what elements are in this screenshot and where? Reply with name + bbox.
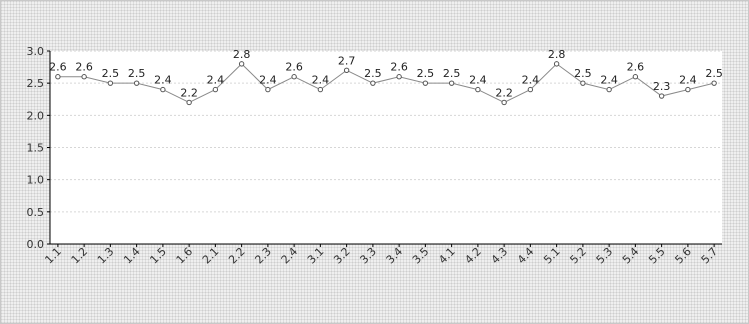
data-label: 2.5 xyxy=(574,67,592,80)
data-point xyxy=(291,74,297,80)
data-point xyxy=(422,80,429,86)
data-label: 2.5 xyxy=(705,67,723,80)
data-point xyxy=(553,61,560,67)
series xyxy=(55,61,717,106)
data-point xyxy=(685,86,691,93)
data-label: 2.6 xyxy=(75,61,93,74)
data-point xyxy=(55,74,61,80)
data-point xyxy=(632,74,639,80)
data-label: 2.5 xyxy=(364,67,382,80)
x-tick-labels: 1.1 1.2 1.3 1.4 1.5 1.6 2.1 2.2 2.3 2.4 3.1 3.2 3.3 3… xyxy=(42,244,720,266)
data-point xyxy=(343,67,350,74)
data-point xyxy=(711,80,717,86)
y-tick-label: 0.0 xyxy=(27,238,45,251)
series-line xyxy=(57,63,715,104)
data-label: 2.4 xyxy=(679,74,697,87)
x-tick-label: 5.4 xyxy=(620,245,642,267)
x-tick-label: 3.3 xyxy=(357,245,379,267)
data-point xyxy=(238,61,245,67)
y-tick-label: 0.5 xyxy=(27,206,45,219)
data-label: 2.4 xyxy=(600,74,618,87)
data-label: 2.6 xyxy=(49,61,67,74)
data-label: 2.8 xyxy=(233,48,251,61)
data-label: 2.5 xyxy=(443,67,461,80)
data-label: 2.5 xyxy=(128,67,146,80)
y-tick-label: 2.5 xyxy=(27,77,45,90)
data-point xyxy=(81,74,87,80)
data-point xyxy=(186,99,192,106)
data-label: 2.4 xyxy=(312,74,330,87)
data-label: 2.2 xyxy=(495,86,513,99)
x-tick-label: 2.3 xyxy=(252,245,274,267)
data-label: 2.8 xyxy=(548,48,566,61)
x-tick-label: 1.4 xyxy=(121,245,143,267)
y-tick-label: 1.5 xyxy=(27,142,45,155)
data-point xyxy=(527,86,534,93)
x-tick-label: 5.7 xyxy=(699,245,721,267)
data-point xyxy=(107,80,114,86)
data-label: 2.5 xyxy=(417,67,435,80)
data-point xyxy=(501,99,507,106)
data-point xyxy=(396,74,402,80)
x-tick-label: 1.2 xyxy=(69,245,91,267)
data-label: 2.4 xyxy=(207,74,225,87)
data-point xyxy=(317,86,324,93)
x-tick-label: 1.3 xyxy=(95,245,117,267)
x-tick-label: 2.1 xyxy=(200,245,222,267)
data-point xyxy=(448,80,455,86)
data-label: 2.4 xyxy=(259,74,277,87)
x-tick-label: 3.4 xyxy=(384,245,406,267)
x-tick-label: 1.6 xyxy=(174,245,196,267)
data-label: 2.6 xyxy=(285,61,303,74)
data-point xyxy=(658,93,665,99)
data-label: 2.6 xyxy=(627,61,645,74)
x-tick-label: 4.4 xyxy=(515,245,537,267)
x-tick-label: 3.5 xyxy=(410,245,432,267)
x-tick-label: 3.2 xyxy=(331,245,353,267)
x-tick-label: 3.1 xyxy=(305,245,327,267)
data-point xyxy=(370,80,376,86)
x-tick-label: 2.4 xyxy=(279,245,301,267)
x-tick-label: 4.3 xyxy=(489,245,511,267)
x-tick-label: 4.2 xyxy=(462,245,484,267)
data-label: 2.7 xyxy=(338,54,356,67)
data-point xyxy=(606,86,612,93)
data-point xyxy=(133,80,140,86)
x-tick-label: 5.6 xyxy=(672,245,694,267)
x-tick-label: 5.5 xyxy=(646,245,668,267)
y-tick-labels: 0.0 0.5 1.0 1.5 2.0 2.5 3.0 xyxy=(27,45,50,251)
data-label: 2.3 xyxy=(653,80,671,93)
data-label: 2.6 xyxy=(390,61,408,74)
data-label: 2.2 xyxy=(180,86,198,99)
data-labels: 2.6 2.6 2.5 2.5 2.4 2.2 2.4 2.8 2.4 2.6 2.4 2.7 2.5 2… xyxy=(49,48,723,100)
data-label: 2.4 xyxy=(154,74,172,87)
data-label: 2.4 xyxy=(522,74,540,87)
x-tick-label: 1.5 xyxy=(147,245,169,267)
x-tick-label: 5.3 xyxy=(594,245,616,267)
data-point xyxy=(580,80,586,86)
x-tick-label: 5.2 xyxy=(567,245,589,267)
y-tick-label: 1.0 xyxy=(27,174,45,187)
data-point xyxy=(475,86,481,93)
x-tick-label: 2.2 xyxy=(226,245,248,267)
data-point xyxy=(212,86,219,93)
x-tick-label: 4.1 xyxy=(436,245,458,267)
x-tick-label: 1.1 xyxy=(42,245,64,267)
data-label: 2.5 xyxy=(102,67,120,80)
y-tick-label: 3.0 xyxy=(27,45,45,58)
data-point xyxy=(160,86,166,93)
data-label: 2.4 xyxy=(469,74,487,87)
y-tick-label: 2.0 xyxy=(27,109,45,122)
x-tick-label: 5.1 xyxy=(541,245,563,267)
data-point xyxy=(265,86,271,93)
